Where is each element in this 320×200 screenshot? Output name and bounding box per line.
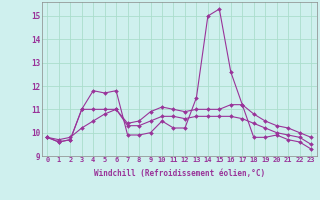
X-axis label: Windchill (Refroidissement éolien,°C): Windchill (Refroidissement éolien,°C): [94, 169, 265, 178]
